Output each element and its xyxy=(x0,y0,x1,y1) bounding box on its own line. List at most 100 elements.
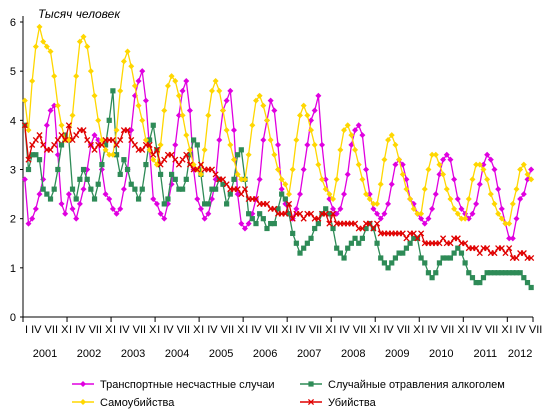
data-point xyxy=(150,151,157,158)
year-label: 2006 xyxy=(253,348,277,360)
data-point xyxy=(157,161,164,168)
data-point xyxy=(480,166,487,173)
data-point xyxy=(506,245,513,252)
data-point xyxy=(473,200,480,207)
data-point xyxy=(315,161,322,168)
data-point xyxy=(91,92,98,99)
data-point xyxy=(307,210,315,217)
data-point xyxy=(454,210,461,217)
legend: Транспортные несчастные случаи Случайные … xyxy=(72,379,505,409)
data-point xyxy=(473,161,480,168)
data-point xyxy=(293,240,299,246)
month-tick-label: I IV VII X xyxy=(25,324,69,336)
data-point xyxy=(334,245,340,251)
data-point xyxy=(121,157,127,163)
year-label: 2009 xyxy=(385,348,409,360)
data-point xyxy=(260,216,266,222)
data-point xyxy=(183,176,189,182)
data-point xyxy=(466,270,472,276)
data-point xyxy=(69,112,76,119)
data-point xyxy=(330,225,336,232)
data-point xyxy=(183,151,190,158)
data-point xyxy=(32,43,39,50)
year-label: 2001 xyxy=(33,348,57,360)
data-point xyxy=(285,200,293,207)
data-point xyxy=(498,245,505,252)
data-point xyxy=(135,196,142,202)
data-point xyxy=(175,92,182,99)
data-point xyxy=(476,181,483,188)
data-point xyxy=(223,181,230,188)
data-point xyxy=(326,191,333,198)
data-point xyxy=(21,97,28,104)
data-point xyxy=(308,235,314,241)
data-point xyxy=(51,141,58,148)
data-point xyxy=(62,210,69,217)
month-tick-label: I IV VII X xyxy=(201,324,245,336)
y-tick-label: 5 xyxy=(10,66,16,78)
data-point xyxy=(29,215,36,222)
month-tick-label: I IV VII X xyxy=(465,324,509,336)
data-point xyxy=(80,166,87,173)
data-point xyxy=(25,156,32,163)
data-point xyxy=(326,211,332,217)
data-point xyxy=(95,181,101,187)
data-point xyxy=(363,166,370,173)
data-point xyxy=(282,210,289,217)
data-point xyxy=(84,136,91,144)
data-point xyxy=(385,137,392,143)
data-point xyxy=(124,127,131,134)
data-point xyxy=(183,78,190,84)
data-point xyxy=(355,122,362,129)
data-point xyxy=(36,132,43,139)
year-label: 2005 xyxy=(209,348,233,360)
data-point xyxy=(484,176,491,183)
data-point xyxy=(205,210,212,217)
data-point xyxy=(484,270,490,276)
data-point xyxy=(370,200,377,207)
data-point xyxy=(168,73,175,80)
data-point xyxy=(366,220,373,227)
data-point xyxy=(271,205,278,212)
data-point xyxy=(25,127,32,134)
data-point xyxy=(374,210,381,217)
data-point xyxy=(421,220,428,227)
data-point xyxy=(278,186,285,193)
legend-label: Транспортные несчастные случаи xyxy=(100,379,275,391)
year-labels: 2001 2002 2003 2004 2005 2006 2007 2008 2009 2010… xyxy=(33,348,533,360)
unit-label: Тысяч человек xyxy=(38,7,121,21)
data-point xyxy=(202,201,208,207)
data-point xyxy=(488,270,494,276)
data-point xyxy=(245,151,252,158)
data-point xyxy=(454,235,461,242)
data-point xyxy=(495,210,502,217)
data-point xyxy=(131,82,138,89)
data-point xyxy=(286,191,293,198)
data-point xyxy=(440,156,447,163)
data-point xyxy=(509,200,516,207)
data-point xyxy=(260,137,267,143)
data-point xyxy=(187,152,193,158)
data-point xyxy=(509,235,516,242)
data-point xyxy=(113,141,120,148)
legend-swatch-marker xyxy=(80,399,86,405)
data-point xyxy=(194,166,201,173)
data-point xyxy=(458,215,465,222)
data-point xyxy=(337,250,343,256)
data-point xyxy=(377,181,384,188)
data-point xyxy=(403,186,410,193)
data-point xyxy=(462,215,469,222)
data-point xyxy=(69,186,76,192)
data-point xyxy=(191,137,197,143)
data-point xyxy=(487,191,494,198)
data-point xyxy=(153,200,160,207)
data-point xyxy=(520,191,527,198)
data-point xyxy=(363,191,370,198)
data-point xyxy=(389,260,395,266)
year-label: 2011 xyxy=(473,348,497,360)
month-tick-label: I IV VII X xyxy=(421,324,465,336)
data-point xyxy=(142,97,149,104)
data-point xyxy=(381,156,388,163)
data-point xyxy=(351,220,359,227)
data-point xyxy=(168,171,175,178)
